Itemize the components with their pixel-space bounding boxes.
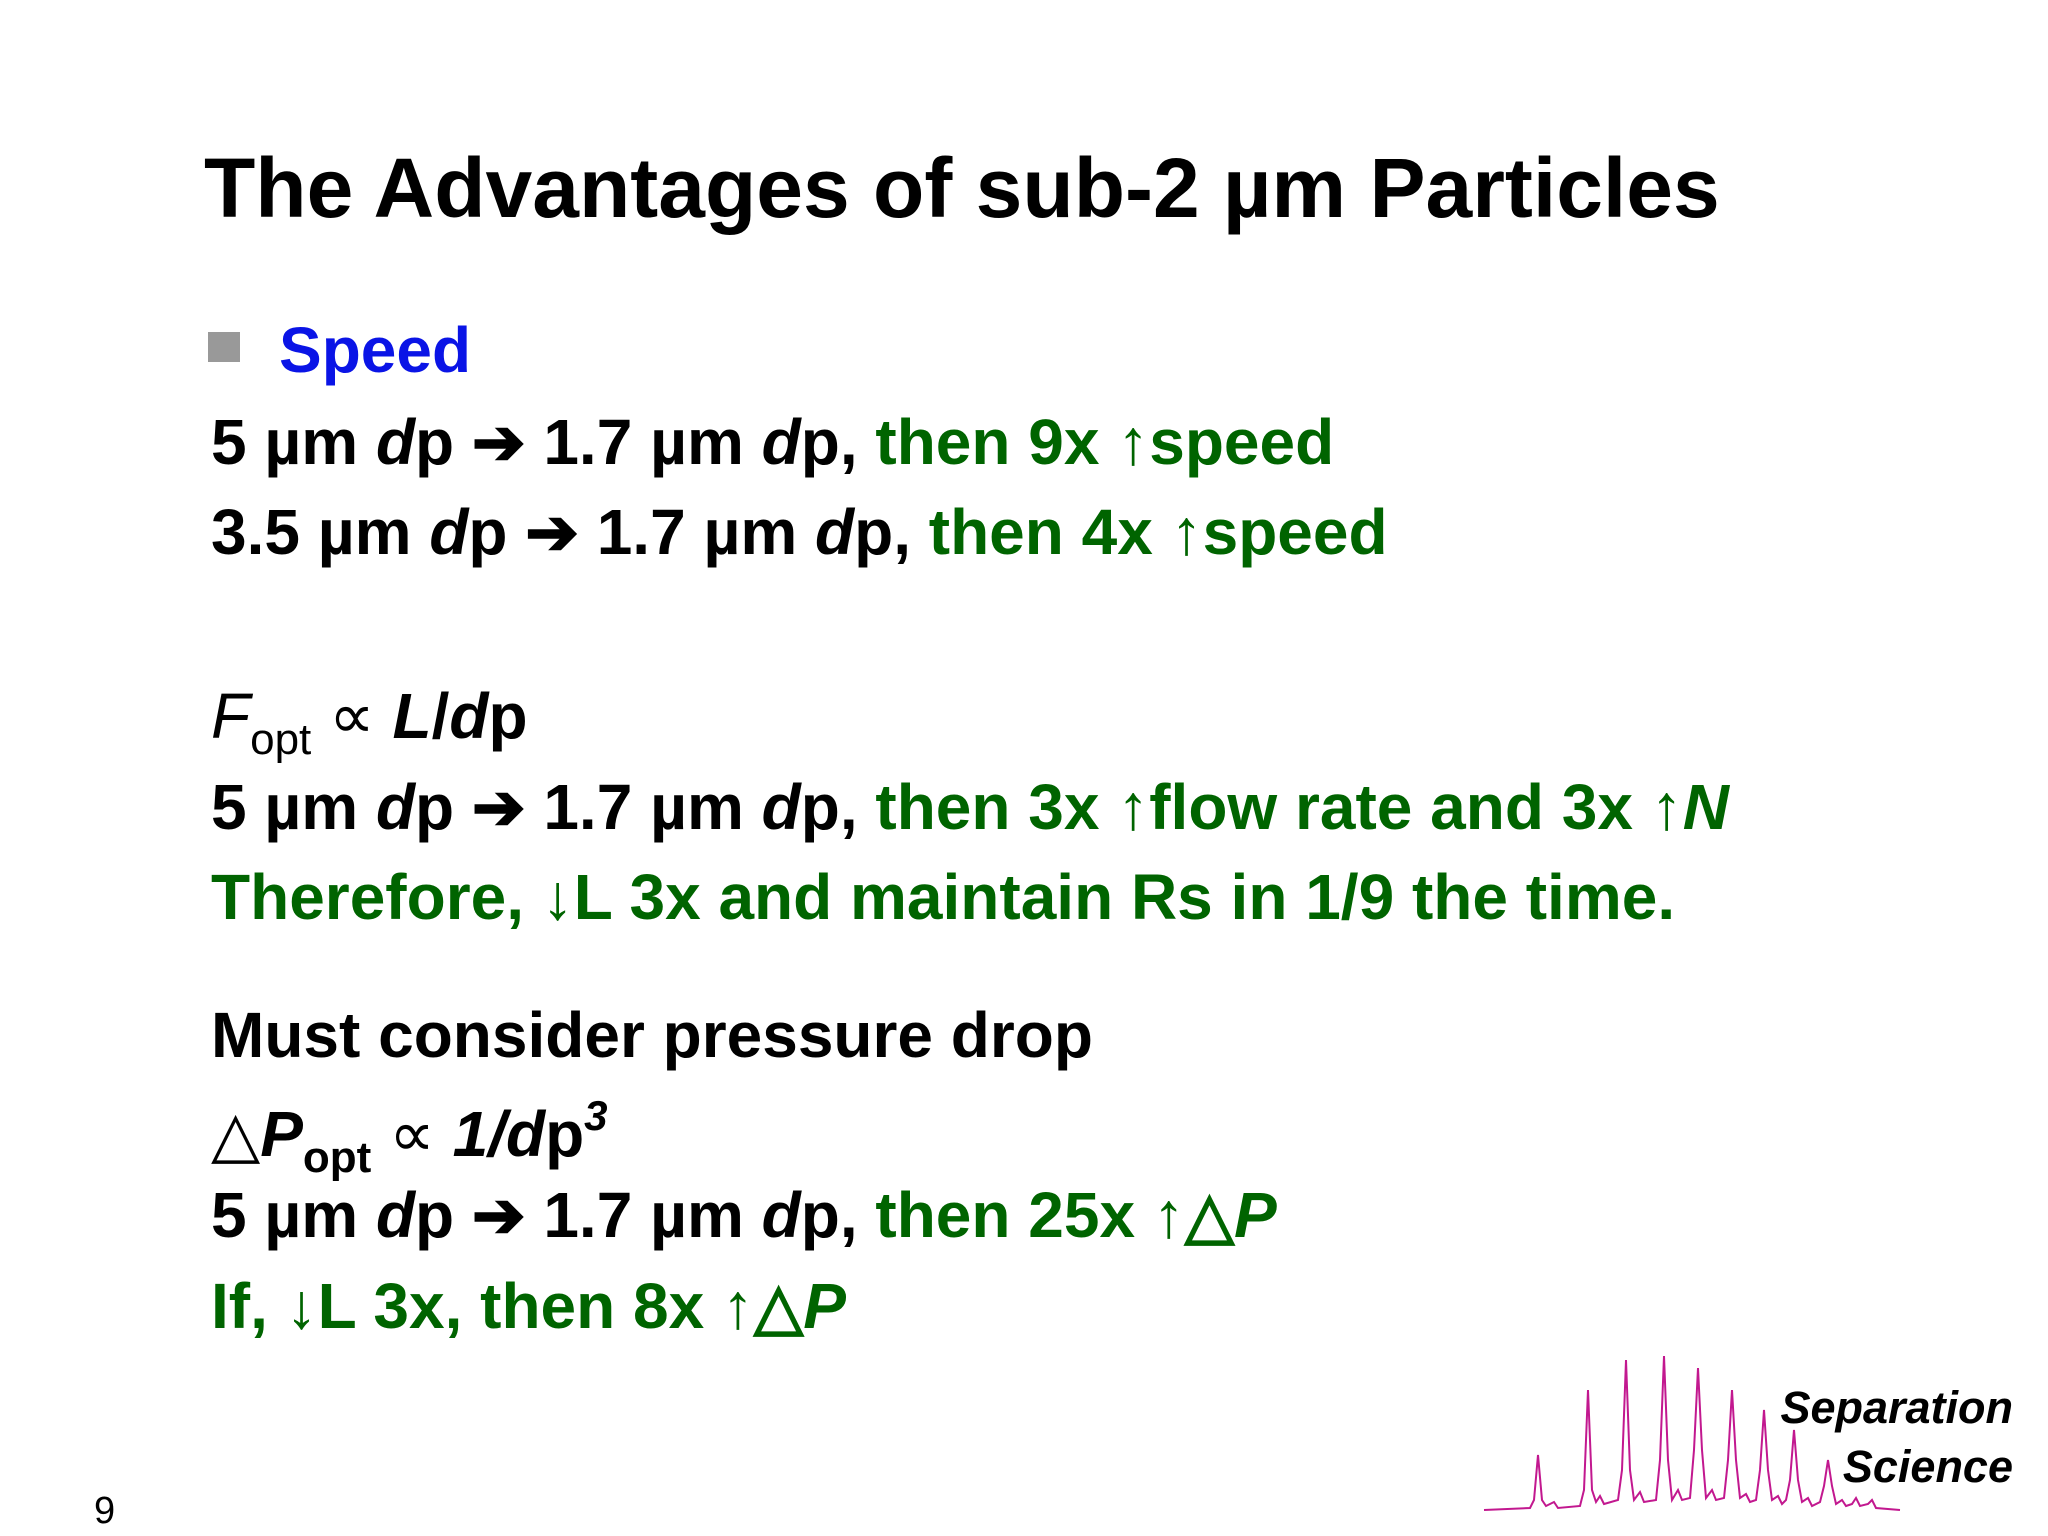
- text: L: [392, 680, 432, 752]
- text-line: 5 µm dp ➔ 1.7 µm dp, then 3x ↑flow rate …: [211, 775, 1729, 839]
- text: d: [761, 406, 801, 478]
- text: p,: [800, 1179, 876, 1251]
- text: p ➔ 1.7 µm: [415, 771, 762, 843]
- text: d: [761, 771, 801, 843]
- logo-text: Separation: [1780, 1382, 2013, 1433]
- text-line: Therefore, ↓L 3x and maintain Rs in 1/9 …: [211, 865, 1675, 929]
- text: Must consider pressure drop: [211, 999, 1093, 1071]
- text: d: [815, 496, 855, 568]
- text: Therefore, ↓L 3x and maintain Rs in 1/9 …: [211, 861, 1676, 933]
- text: p ➔ 1.7 µm: [468, 496, 815, 568]
- text: /: [431, 680, 450, 752]
- text: then 9x ↑speed: [875, 406, 1335, 478]
- text: p,: [800, 406, 876, 478]
- text: p: [545, 1098, 585, 1170]
- text: ∝: [371, 1098, 453, 1170]
- text: d: [449, 680, 489, 752]
- logo-text: Science: [1842, 1441, 2013, 1492]
- text: P: [803, 1270, 846, 1342]
- text: d: [505, 1098, 546, 1170]
- text: If, ↓L 3x, then 8x ↑△: [211, 1270, 804, 1342]
- formula: Fopt ∝ L/dp: [211, 684, 528, 762]
- superscript: 3: [584, 1092, 608, 1139]
- text-line: 3.5 µm dp ➔ 1.7 µm dp, then 4x ↑speed: [211, 500, 1388, 564]
- text: then 3x ↑flow rate and 3x ↑: [875, 771, 1683, 843]
- text: p,: [854, 496, 929, 568]
- text: N: [1682, 771, 1729, 843]
- text: P: [260, 1098, 303, 1170]
- text: p,: [800, 771, 876, 843]
- text: d: [429, 496, 469, 568]
- text: d: [375, 771, 416, 843]
- text-line: Must consider pressure drop: [211, 1003, 1093, 1067]
- text: then 25x ↑△: [875, 1179, 1235, 1251]
- subscript: opt: [302, 1133, 372, 1182]
- text: 1/: [452, 1098, 506, 1170]
- text-line: 5 µm dp ➔ 1.7 µm dp, then 25x ↑△P: [211, 1183, 1277, 1247]
- text: 5 µm: [211, 406, 376, 478]
- formula: △Popt ∝ 1/dp3: [211, 1095, 608, 1180]
- text: 5 µm: [211, 1179, 376, 1251]
- text: then 4x ↑speed: [928, 496, 1388, 568]
- text: △: [211, 1098, 261, 1170]
- text-line: 5 µm dp ➔ 1.7 µm dp, then 9x ↑speed: [211, 410, 1334, 474]
- text: p ➔ 1.7 µm: [415, 1179, 762, 1251]
- text: d: [375, 1179, 416, 1251]
- bullet: [208, 332, 240, 362]
- text-line: If, ↓L 3x, then 8x ↑△P: [211, 1274, 846, 1338]
- text: d: [761, 1179, 801, 1251]
- page-number: 9: [94, 1490, 116, 1532]
- text: ∝: [311, 680, 393, 752]
- text: F: [211, 680, 251, 752]
- bullet-heading: Speed: [279, 314, 472, 386]
- slide-title: The Advantages of sub-2 µm Particles: [204, 141, 1720, 235]
- text: P: [1234, 1179, 1277, 1251]
- logo-chromatogram: [1483, 1355, 1901, 1511]
- text: 5 µm: [211, 771, 376, 843]
- text: p ➔ 1.7 µm: [415, 406, 762, 478]
- text: d: [375, 406, 416, 478]
- chromatogram-trace: [1483, 1355, 1901, 1511]
- text: p: [488, 680, 528, 752]
- text: 3.5 µm: [211, 496, 430, 568]
- subscript: opt: [250, 715, 312, 764]
